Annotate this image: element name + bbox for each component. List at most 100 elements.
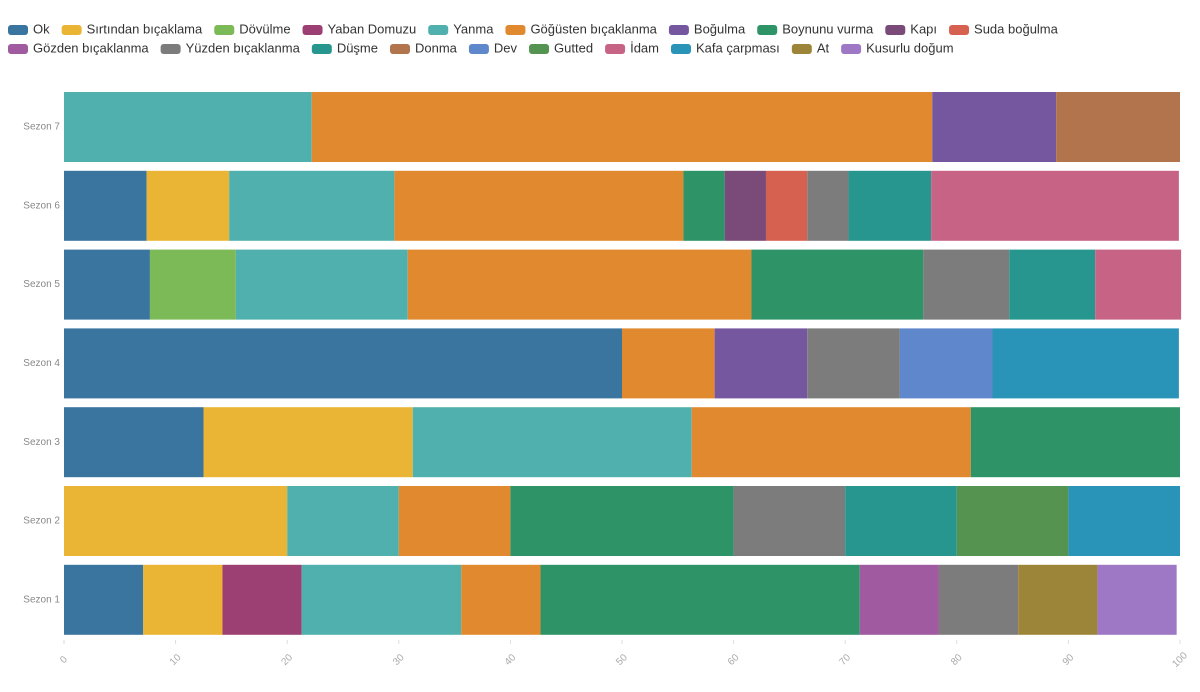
bar-segment bbox=[394, 170, 684, 241]
legend-item: Dev bbox=[468, 40, 518, 55]
legend-swatch bbox=[468, 44, 489, 54]
bar-segment bbox=[932, 92, 1057, 162]
legend-item: At bbox=[791, 40, 830, 55]
legend-swatch bbox=[949, 25, 970, 35]
y-tick-label: Sezon 3 bbox=[23, 437, 60, 448]
legend-label: Yaban Domuzu bbox=[328, 21, 417, 36]
bar-segment bbox=[143, 564, 223, 635]
legend-label: Gutted bbox=[554, 40, 593, 55]
legend-swatch bbox=[8, 44, 28, 54]
legend-label: Dövülme bbox=[239, 21, 290, 36]
bar-segment bbox=[683, 170, 725, 241]
legend-swatch bbox=[8, 25, 28, 35]
bar-segment bbox=[540, 564, 860, 635]
bar-segment bbox=[1097, 564, 1177, 635]
bar-segment bbox=[899, 328, 993, 399]
bar-segment bbox=[724, 170, 766, 241]
x-tick-label: 70 bbox=[837, 652, 853, 668]
bar-segment bbox=[64, 170, 147, 241]
legend-label: Yüzden bıçaklanma bbox=[186, 40, 301, 55]
bar-segment bbox=[64, 407, 204, 478]
legend-label: Suda boğulma bbox=[974, 21, 1059, 36]
bar-segment bbox=[622, 328, 715, 399]
legend-label: At bbox=[817, 40, 830, 55]
bar-segment bbox=[64, 249, 150, 320]
legend-label: Boynunu vurma bbox=[782, 21, 874, 36]
legend-label: Donma bbox=[415, 40, 458, 55]
y-tick-label: Sezon 7 bbox=[23, 122, 60, 133]
bar-segment bbox=[287, 486, 399, 556]
legend-label: Kusurlu doğum bbox=[866, 40, 953, 55]
legend-swatch bbox=[529, 44, 550, 54]
legend-item: Gutted bbox=[529, 40, 593, 55]
bar-segment bbox=[714, 328, 808, 399]
bar-segment bbox=[64, 328, 622, 399]
legend-swatch bbox=[668, 25, 689, 35]
legend-swatch bbox=[791, 44, 812, 54]
bar-segment bbox=[203, 407, 413, 478]
legend-swatch bbox=[757, 25, 778, 35]
legend-item: Göğüsten bıçaklanma bbox=[505, 21, 658, 36]
bar-segment bbox=[311, 92, 933, 162]
legend-item: Yüzden bıçaklanma bbox=[160, 40, 301, 55]
bar-segment bbox=[229, 170, 395, 241]
legend-swatch bbox=[302, 25, 323, 35]
x-tick-label: 60 bbox=[726, 652, 742, 668]
legend-item: Yanma bbox=[428, 21, 494, 36]
bar-segment bbox=[956, 486, 1069, 556]
legend-item: Donma bbox=[390, 40, 458, 55]
legend-swatch bbox=[505, 25, 526, 35]
bar-segment bbox=[64, 92, 312, 162]
bar-segment bbox=[149, 249, 236, 320]
x-tick-label: 30 bbox=[391, 652, 407, 668]
bar-segment bbox=[64, 486, 288, 556]
y-tick-label: Sezon 2 bbox=[23, 516, 60, 527]
legend-label: Sırtından bıçaklama bbox=[87, 21, 203, 36]
bar-segment bbox=[407, 249, 752, 320]
legend-label: Kapı bbox=[910, 21, 937, 36]
legend-label: Düşme bbox=[337, 40, 378, 55]
bar-segment bbox=[301, 564, 462, 635]
legend-item: Dövülme bbox=[214, 21, 291, 36]
bar-segment bbox=[970, 407, 1180, 478]
bar-segment bbox=[1068, 486, 1180, 556]
bar-segment bbox=[765, 170, 808, 241]
legend-item: Gözden bıçaklanma bbox=[8, 40, 149, 55]
legend-label: Dev bbox=[494, 40, 518, 55]
y-tick-label: Sezon 4 bbox=[23, 358, 60, 369]
x-tick-label: 100 bbox=[1170, 650, 1190, 670]
x-tick-label: 10 bbox=[168, 652, 184, 668]
y-tick-label: Sezon 5 bbox=[23, 279, 60, 290]
bar-segment bbox=[848, 170, 932, 241]
bar-segment bbox=[1018, 564, 1098, 635]
legend-item: Suda boğulma bbox=[949, 21, 1059, 36]
bar-segment bbox=[398, 486, 511, 556]
legend-item: Kafa çarpması bbox=[670, 40, 780, 55]
bar-segment bbox=[222, 564, 302, 635]
legend-swatch bbox=[605, 44, 626, 54]
legend-item: Düşme bbox=[311, 40, 378, 55]
bar-segment bbox=[1095, 249, 1182, 320]
bar-segment bbox=[807, 328, 900, 399]
bar-segment bbox=[691, 407, 971, 478]
legend-item: Boğulma bbox=[668, 21, 746, 36]
bar-segment bbox=[992, 328, 1179, 399]
bar-segment bbox=[859, 564, 939, 635]
legend-label: Ok bbox=[33, 21, 50, 36]
legend-swatch bbox=[670, 44, 691, 54]
bar-segment bbox=[751, 249, 924, 320]
bar-segment bbox=[510, 486, 734, 556]
legend-label: Boğulma bbox=[694, 21, 746, 36]
legend-item: Boynunu vurma bbox=[757, 21, 874, 36]
bar-segment bbox=[931, 170, 1179, 241]
legend-item: Kusurlu doğum bbox=[841, 40, 954, 55]
bar-segment bbox=[923, 249, 1010, 320]
bar-segment bbox=[412, 407, 692, 478]
bar-segment bbox=[1056, 92, 1180, 162]
bar-segment bbox=[938, 564, 1019, 635]
legend-swatch bbox=[841, 44, 862, 54]
legend-item: Kapı bbox=[885, 21, 937, 36]
legend-swatch bbox=[885, 25, 906, 35]
bar-segment bbox=[146, 170, 230, 241]
